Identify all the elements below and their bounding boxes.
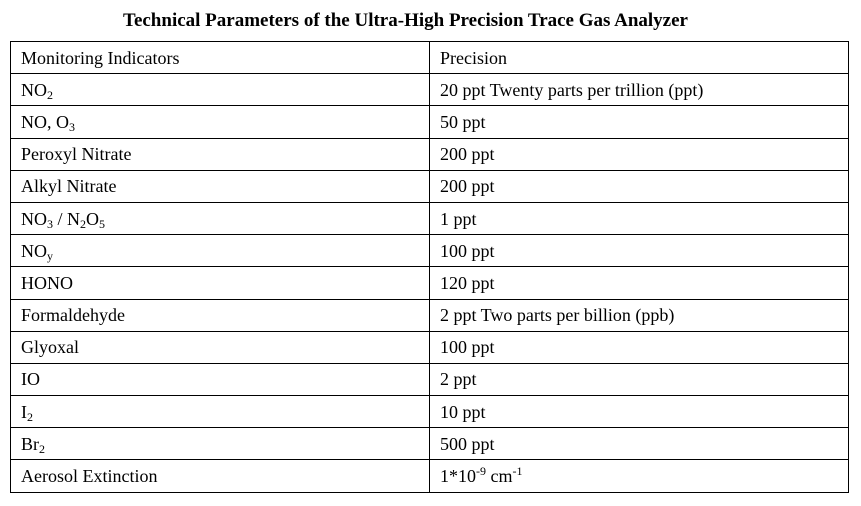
table-cell: 1 ppt — [429, 201, 849, 236]
table-cell: Peroxyl Nitrate — [10, 137, 430, 171]
table-cell: 500 ppt — [429, 427, 849, 461]
table-row: Aerosol Extinction 1*10-9 cm-1 — [10, 459, 849, 493]
table-cell: Glyoxal — [10, 330, 430, 364]
subscript: 2 — [39, 441, 45, 456]
table-row: I2 10 ppt — [10, 395, 849, 429]
subscript: 2 — [27, 409, 33, 424]
table-cell: I2 — [10, 395, 430, 429]
text: / N — [53, 208, 81, 229]
table-cell: 200 ppt — [429, 169, 849, 203]
table-cell: 1*10-9 cm-1 — [429, 459, 849, 493]
subscript: y — [47, 248, 53, 263]
text: NO — [21, 208, 47, 229]
table-row: HONO 120 ppt — [10, 266, 849, 300]
table-cell: 50 ppt — [429, 105, 849, 139]
table-row: NO, O3 50 ppt — [10, 105, 849, 139]
column-header: Precision — [429, 40, 849, 75]
text: 1*10 — [440, 466, 476, 487]
table-cell: NO2 — [10, 73, 430, 107]
title: Technical Parameters of the Ultra-High P… — [123, 10, 688, 31]
table-row: Br2 500 ppt — [10, 427, 849, 461]
table-cell: Alkyl Nitrate — [10, 169, 430, 203]
table-row: NOy 100 ppt — [10, 234, 849, 268]
subscript: 2 — [47, 87, 53, 102]
text: cm — [486, 466, 513, 487]
table-body: Monitoring Indicators Precision NO2 20 ppt … — [10, 40, 849, 493]
table-cell: 200 ppt — [429, 137, 849, 171]
table-cell: HONO — [10, 266, 430, 300]
parameter-table: Monitoring Indicators Precision NO2 20 ppt … — [10, 40, 849, 493]
table-row: Glyoxal 100 ppt — [10, 330, 849, 364]
text: O — [86, 208, 99, 229]
table-cell: 120 ppt — [429, 266, 849, 300]
table-row: NO3 / N2O5 1 ppt — [10, 201, 849, 236]
table-cell: NO, O3 — [10, 105, 430, 139]
table-cell: Aerosol Extinction — [10, 459, 430, 493]
table-row: Peroxyl Nitrate 200 ppt — [10, 137, 849, 171]
table-row: Alkyl Nitrate 200 ppt — [10, 169, 849, 203]
table-cell: 100 ppt — [429, 234, 849, 268]
text: NO — [21, 240, 47, 261]
table-cell: 100 ppt — [429, 330, 849, 364]
table-cell: 10 ppt — [429, 395, 849, 429]
superscript: -1 — [512, 464, 523, 479]
subscript: 3 — [69, 119, 75, 134]
table-cell: 2 ppt Two parts per billion (ppb) — [429, 298, 849, 332]
table-cell: Br2 — [10, 427, 430, 461]
text: I — [21, 401, 27, 422]
subscript: 3 — [47, 216, 53, 231]
table-cell: NO3 / N2O5 — [10, 201, 430, 236]
table-row: NO2 20 ppt Twenty parts per trillion (ppt… — [10, 73, 849, 107]
subscript: 5 — [99, 216, 105, 231]
text: Br — [21, 433, 39, 454]
table-cell: NOy — [10, 234, 430, 268]
subscript: 2 — [80, 216, 86, 231]
table-row: IO 2 ppt — [10, 362, 849, 397]
header-row: Monitoring Indicators Precision — [10, 40, 849, 75]
superscript: -9 — [476, 464, 486, 479]
table-cell: 2 ppt — [429, 362, 849, 397]
column-header: Monitoring Indicators — [10, 40, 430, 75]
text: NO — [21, 79, 47, 100]
table-cell: Formaldehyde — [10, 298, 430, 332]
table-cell: 20 ppt Twenty parts per trillion (ppt) — [429, 73, 849, 107]
table-row: Formaldehyde 2 ppt Two parts per billion … — [10, 298, 849, 332]
text: NO, O — [21, 111, 69, 132]
table-cell: IO — [10, 362, 430, 397]
